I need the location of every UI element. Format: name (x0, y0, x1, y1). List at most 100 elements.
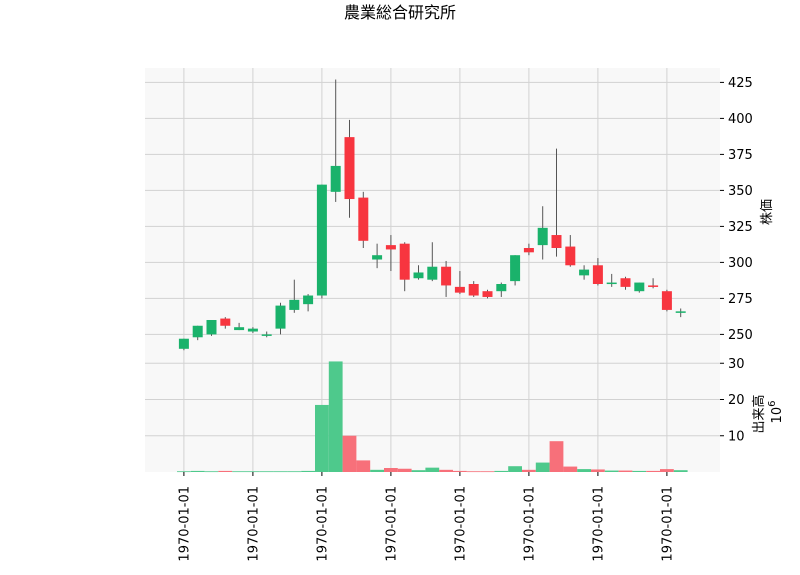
x-tick-label: 1970-01-01 (660, 486, 675, 562)
volume-bar (315, 404, 329, 472)
candle-body (606, 282, 617, 285)
candle-body (565, 246, 576, 266)
candle-body (510, 255, 521, 282)
volume-tick-label: 20 (728, 393, 745, 408)
candle-body (413, 272, 424, 279)
candle-body (592, 265, 603, 284)
volume-bar (632, 470, 647, 472)
volume-bar (246, 471, 260, 473)
candle-body (468, 284, 479, 296)
volume-bars (177, 361, 688, 473)
price-axis-label: 株価 (760, 199, 775, 225)
candle-body (234, 327, 245, 331)
volume-bar (577, 469, 591, 472)
volume-bar (535, 462, 550, 472)
volume-bar (439, 469, 453, 472)
volume-bar (425, 467, 440, 472)
volume-tick-label: 30 (728, 357, 745, 372)
volume-bar (190, 470, 205, 472)
volume-bar (646, 470, 660, 472)
candle-body (372, 255, 383, 260)
x-axis-ticks: 1970-01-01 1970-01-01 1970-01-01 1970-01-01… (177, 472, 675, 562)
candle-body (261, 334, 272, 336)
candle-body (537, 227, 548, 246)
price-tick-label: 300 (728, 256, 753, 271)
volume-bar (259, 471, 274, 473)
candle-body (454, 286, 465, 293)
price-tick-label: 400 (728, 112, 753, 127)
volume-bar (232, 471, 246, 473)
candle-body (275, 305, 286, 329)
price-candles (178, 79, 686, 351)
volume-bar (522, 469, 536, 472)
x-tick-label: 1970-01-01 (246, 486, 261, 562)
volume-bar (204, 471, 219, 473)
volume-axis-ticks: 10 20 30 (720, 357, 745, 444)
volume-bar (604, 470, 619, 472)
x-tick-label: 1970-01-01 (315, 486, 330, 562)
candle-body (330, 165, 341, 192)
candle-body (675, 311, 686, 313)
x-tick-label: 1970-01-01 (591, 486, 606, 562)
candle-body (551, 235, 562, 248)
price-axis-ticks: 250 275 300 325 350 375 400 425 (720, 76, 753, 343)
volume-tick-label: 10 (728, 429, 745, 444)
candle-body (634, 282, 645, 292)
candle-body (192, 325, 203, 338)
volume-bar (466, 471, 481, 473)
candle-body (496, 284, 507, 292)
candle-body (648, 285, 659, 287)
volume-bar (618, 470, 633, 472)
candle-body (427, 266, 438, 280)
volume-bar (328, 361, 343, 472)
volume-scale-label: 106 (767, 401, 785, 424)
volume-bar (287, 471, 302, 473)
volume-bar (563, 466, 578, 472)
volume-bar (397, 468, 412, 472)
candle-body (316, 184, 327, 296)
volume-bar (508, 466, 522, 472)
price-tick-label: 325 (728, 220, 753, 235)
candle-body (579, 269, 590, 276)
volume-bar (342, 435, 357, 472)
candle-body (399, 243, 410, 280)
candle-body (220, 318, 231, 326)
volume-bar (411, 470, 426, 472)
candle-body (303, 295, 314, 305)
volume-bar (356, 460, 371, 472)
x-tick-label: 1970-01-01 (453, 486, 468, 562)
volume-scale-base: 10 (770, 407, 785, 424)
price-tick-label: 425 (728, 76, 753, 91)
chart-title: 農業総合研究所 (344, 3, 456, 22)
candle-body (344, 137, 355, 200)
volume-bar (494, 470, 509, 472)
volume-bar (673, 470, 688, 472)
volume-bar (660, 469, 674, 472)
candle-body (385, 245, 396, 250)
x-tick-label: 1970-01-01 (177, 486, 192, 562)
volume-bar (549, 441, 564, 472)
volume-bar (218, 470, 233, 472)
price-tick-label: 375 (728, 148, 753, 163)
volume-panel-background (145, 356, 720, 472)
volume-axis-label: 出来高 (751, 394, 767, 433)
candle-body (289, 299, 300, 310)
x-tick-label: 1970-01-01 (384, 486, 399, 562)
candle-body (358, 197, 369, 241)
volume-bar (177, 471, 191, 473)
volume-bar (453, 470, 467, 472)
volume-bar (370, 469, 384, 472)
candle-body (482, 291, 493, 297)
candle-body (206, 320, 217, 335)
volume-bar (480, 471, 495, 473)
price-tick-label: 250 (728, 328, 753, 343)
candle-body (441, 266, 452, 286)
candle-body (523, 248, 534, 253)
candle-body (620, 278, 631, 287)
price-tick-label: 275 (728, 292, 753, 307)
candle-body (247, 328, 258, 332)
candle-body (661, 291, 672, 310)
volume-grid (145, 362, 720, 437)
price-tick-label: 350 (728, 184, 753, 199)
